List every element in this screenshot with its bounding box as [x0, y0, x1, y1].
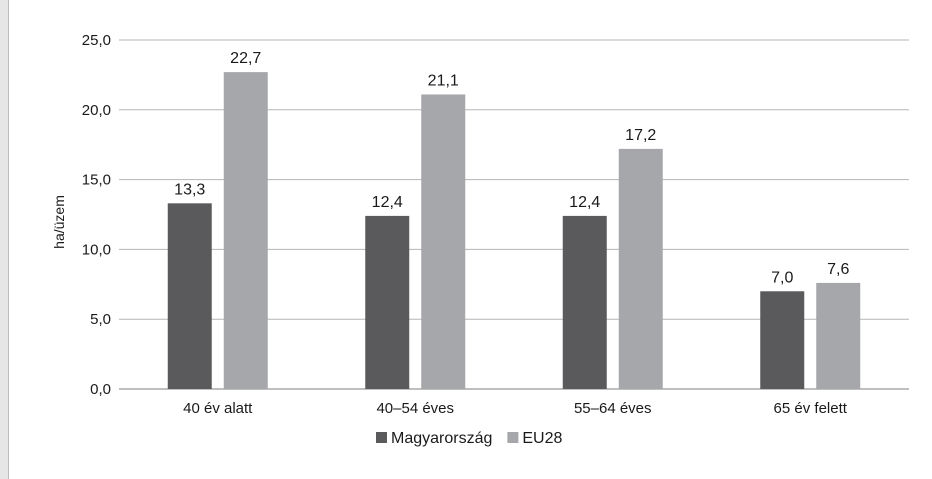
- y-tick-label: 15,0: [82, 172, 111, 189]
- bar-eu28: [421, 94, 466, 389]
- bar-magyarorszag: [167, 203, 212, 389]
- data-label: 12,4: [372, 194, 403, 211]
- y-tick-label: 10,0: [82, 241, 111, 258]
- y-tick-label: 5,0: [90, 311, 111, 328]
- bar-magyarorszag: [365, 215, 410, 389]
- bar-magyarorszag: [562, 215, 607, 389]
- bar-eu28: [618, 148, 663, 389]
- y-tick-label: 25,0: [82, 32, 111, 49]
- y-tick-label: 0,0: [90, 381, 111, 398]
- x-axis-ticks: 40 év alatt 40–54 éves 55–64 éves 65 év fel…: [183, 400, 848, 417]
- x-tick-label: 40–54 éves: [376, 400, 454, 417]
- chart-frame: 0,0 5,0 10,0 15,0 20,0 25,0 ha/üzem 13,3 22,7 1…: [8, 0, 932, 479]
- y-axis-label: ha/üzem: [51, 195, 67, 249]
- data-label: 13,3: [174, 181, 205, 198]
- legend-swatch: [507, 432, 519, 443]
- x-tick-label: 55–64 éves: [574, 400, 652, 417]
- y-tick-label: 20,0: [82, 102, 111, 119]
- bar-magyarorszag: [760, 291, 805, 389]
- data-label: 21,1: [428, 72, 459, 89]
- data-label: 12,4: [569, 194, 600, 211]
- data-label: 22,7: [230, 50, 261, 67]
- y-axis-ticks: 0,0 5,0 10,0 15,0 20,0 25,0: [82, 32, 111, 398]
- bar-chart: 0,05,010,015,020,025,0 ha/üzem 13,322,71…: [51, 32, 909, 447]
- x-tick-label: 40 év alatt: [183, 400, 253, 417]
- bars: 13,3 22,7 12,4 21,1 12,4 17,2 7,0 7,6: [167, 50, 861, 389]
- legend: Magyarország EU28: [376, 430, 563, 447]
- legend-swatch: [376, 432, 387, 443]
- data-label: 7,6: [827, 261, 849, 278]
- data-label: 7,0: [771, 269, 793, 286]
- data-label: 17,2: [625, 127, 656, 144]
- x-tick-label: 65 év felett: [774, 400, 848, 417]
- legend-entry: Magyarország: [391, 430, 492, 447]
- legend-entry: EU28: [522, 430, 562, 447]
- bar-eu28: [223, 72, 268, 389]
- bar-eu28: [816, 282, 861, 389]
